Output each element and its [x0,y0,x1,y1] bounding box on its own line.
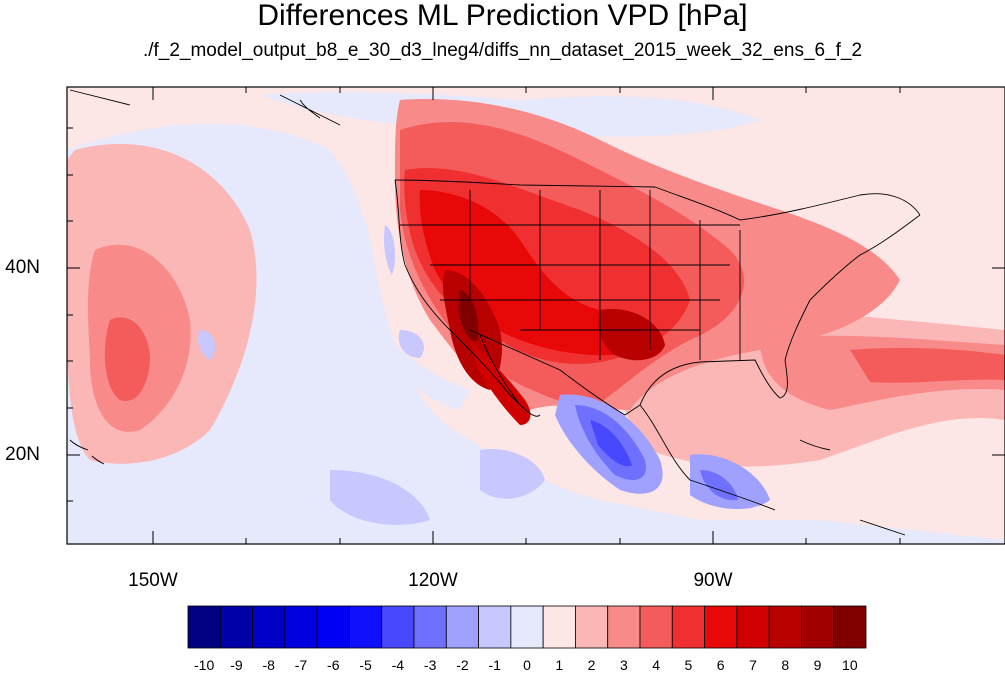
colorbar-swatch [252,605,286,649]
colorbar-tick-label: 0 [523,657,531,673]
lat-label-20n: 20N [5,444,40,465]
colorbar-swatch [349,605,383,649]
colorbar-swatch [833,605,867,649]
colorbar-tick-label: 8 [781,657,790,673]
colorbar-tick-label: -8 [262,657,275,673]
colorbar-tick-label: -4 [391,657,405,673]
colorbar [187,605,867,649]
colorbar-tick-label: -5 [359,657,372,673]
map-ticks [67,87,1005,544]
colorbar-swatch [445,605,479,649]
colorbar-swatch [704,605,738,649]
lon-label-120w: 120W [408,570,458,591]
colorbar-tick-label: -2 [456,657,469,673]
map-title: Differences ML Prediction VPD [hPa] [257,0,748,32]
colorbar-tick-label: -3 [423,657,437,673]
colorbar-tick-label: 6 [716,657,725,673]
vpd-difference-field [67,87,1005,544]
colorbar-tick-label: 7 [749,657,757,673]
colorbar-swatch [639,605,673,649]
colorbar-swatch [381,605,415,649]
colorbar-tick-label: -6 [327,657,340,673]
colorbar-tick-label: 3 [619,657,628,673]
lon-label-150w: 150W [128,570,178,591]
colorbar-tick-label: 2 [587,657,596,673]
colorbar-tick-label: 9 [813,657,822,673]
colorbar-tick-label: 10 [842,657,858,673]
colorbar-swatch [575,605,609,649]
colorbar-tick-label: -7 [294,657,308,673]
colorbar-swatch [316,605,350,649]
colorbar-swatch [284,605,318,649]
lat-label-40n: 40N [5,257,40,278]
colorbar-swatch [187,605,221,649]
colorbar-tick-label: -9 [230,657,243,673]
colorbar-tick-label: -1 [488,657,501,673]
colorbar-swatch [801,605,835,649]
colorbar-swatch [607,605,641,649]
colorbar-tick-label: 5 [684,657,693,673]
coastlines-and-borders [69,89,921,536]
map-subtitle: ./f_2_model_output_b8_e_30_d3_lneg4/diff… [142,40,863,61]
colorbar-swatch [478,605,512,649]
colorbar-swatch [736,605,770,649]
colorbar-swatch [768,605,802,649]
colorbar-tick-label: 1 [555,657,564,673]
colorbar-swatch [219,605,253,649]
colorbar-swatch [542,605,576,649]
colorbar-swatch [510,605,544,649]
colorbar-swatch [413,605,447,649]
colorbar-tick-label: -10 [194,657,215,673]
colorbar-tick-label: 4 [652,657,661,673]
lon-label-90w: 90W [693,570,733,591]
colorbar-swatch [671,605,705,649]
